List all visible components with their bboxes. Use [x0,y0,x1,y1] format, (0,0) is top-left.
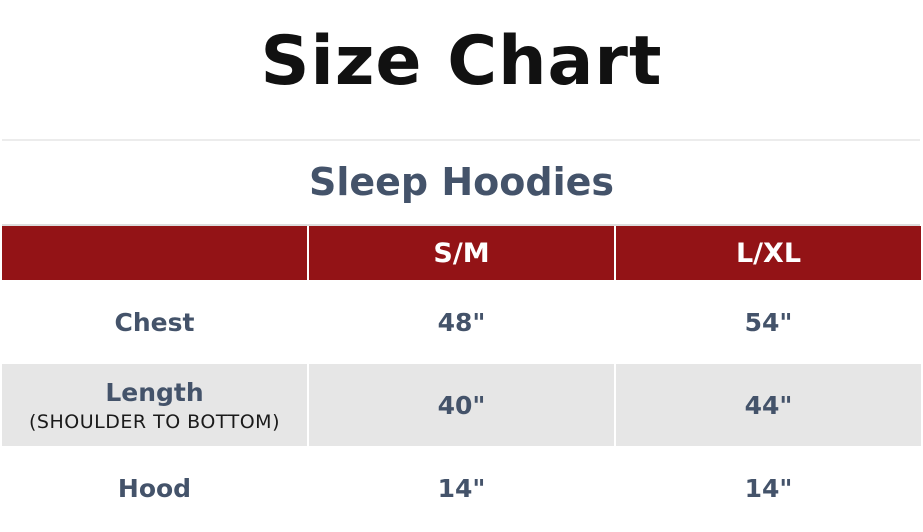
table-cell: 40" [309,364,614,446]
divider [2,139,920,141]
table-row: Hood 14" 14" [2,446,920,530]
row-label: Length (SHOULDER TO BOTTOM) [2,364,307,446]
table-cell: 44" [616,364,921,446]
row-label: Chest [2,280,307,364]
table-cell: 48" [437,307,486,337]
size-table: S/M L/XL Chest 48" 54" Length (SHOULDER T… [2,224,921,530]
row-note: (SHOULDER TO BOTTOM) [29,410,280,433]
table-row: Length (SHOULDER TO BOTTOM) 40" 44" [2,364,921,446]
table-header: S/M L/XL [2,224,921,280]
row-label-text: Chest [114,307,195,337]
header-cell: L/XL [616,226,921,280]
row-label: Hood [2,446,307,530]
page-title: Size Chart [260,22,663,101]
row-label-text: Length [105,377,204,407]
header-cell: S/M [309,226,614,280]
table-row: Chest 48" 54" [2,280,920,364]
product-subtitle: Sleep Hoodies [308,160,614,204]
row-label-text: Hood [117,473,192,503]
table-cell: 54" [744,307,793,337]
header-cell [2,226,307,280]
table-cell: 14" [744,473,793,503]
table-cell: 14" [437,473,486,503]
